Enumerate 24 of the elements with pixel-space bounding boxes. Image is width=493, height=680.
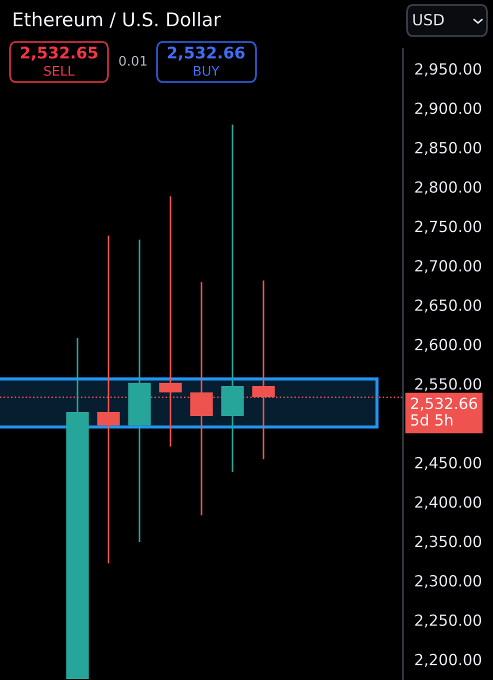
text: USD xyxy=(413,14,444,26)
ref-line-label: 2,532.66 5d 5h xyxy=(411,398,478,426)
y-tick-label: 2,700.00 xyxy=(415,260,482,274)
y-tick-label: 2,950.00 xyxy=(415,63,482,76)
annotation: SELL xyxy=(44,66,75,76)
y-tick-label: 2,650.00 xyxy=(415,299,482,313)
y-tick-label: 2,850.00 xyxy=(415,142,482,156)
y-tick-label: 2,400.00 xyxy=(415,496,482,510)
candlestick xyxy=(221,124,244,473)
annotation: 0.01 xyxy=(119,56,146,66)
y-tick-label: 2,600.00 xyxy=(415,338,482,352)
annotation: 2,532.66 xyxy=(168,46,245,61)
y-tick-label: 2,550.00 xyxy=(415,378,482,392)
annotation: 2,532.65 xyxy=(20,46,98,61)
y-tick-label: 2,300.00 xyxy=(415,575,482,588)
y-tick-label: 2,900.00 xyxy=(415,102,482,116)
y-tick-label: 2,750.00 xyxy=(415,220,482,234)
y-tick-label: 2,450.00 xyxy=(415,456,482,470)
y-tick-label: 2,800.00 xyxy=(415,181,482,194)
y-tick-label: 2,250.00 xyxy=(415,614,482,628)
chart-title: Ethereum / U.S. Dollar xyxy=(14,12,221,28)
annotation: BUY xyxy=(194,66,220,76)
y-tick-label: 2,350.00 xyxy=(415,536,482,549)
y-tick-label: 2,200.00 xyxy=(415,654,482,667)
